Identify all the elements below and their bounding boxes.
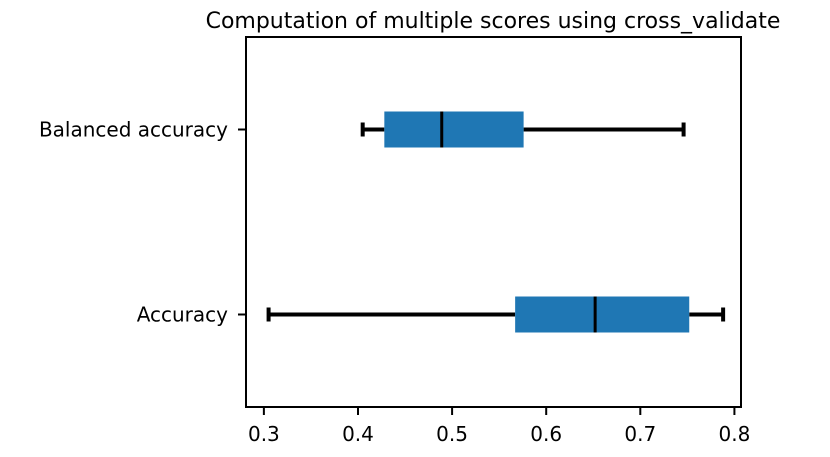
x-tick-label: 0.4 bbox=[342, 422, 374, 446]
x-tick-label: 0.3 bbox=[248, 422, 280, 446]
x-tick-label: 0.6 bbox=[530, 422, 562, 446]
box bbox=[515, 296, 690, 333]
y-tick-label: Balanced accuracy bbox=[39, 118, 228, 142]
x-tick-label: 0.5 bbox=[436, 422, 468, 446]
box bbox=[384, 111, 524, 148]
x-tick-label: 0.8 bbox=[719, 422, 751, 446]
chart-title: Computation of multiple scores using cro… bbox=[206, 9, 781, 34]
x-tick-label: 0.7 bbox=[624, 422, 656, 446]
plot-frame bbox=[245, 36, 742, 408]
y-tick-label: Accuracy bbox=[137, 303, 228, 327]
